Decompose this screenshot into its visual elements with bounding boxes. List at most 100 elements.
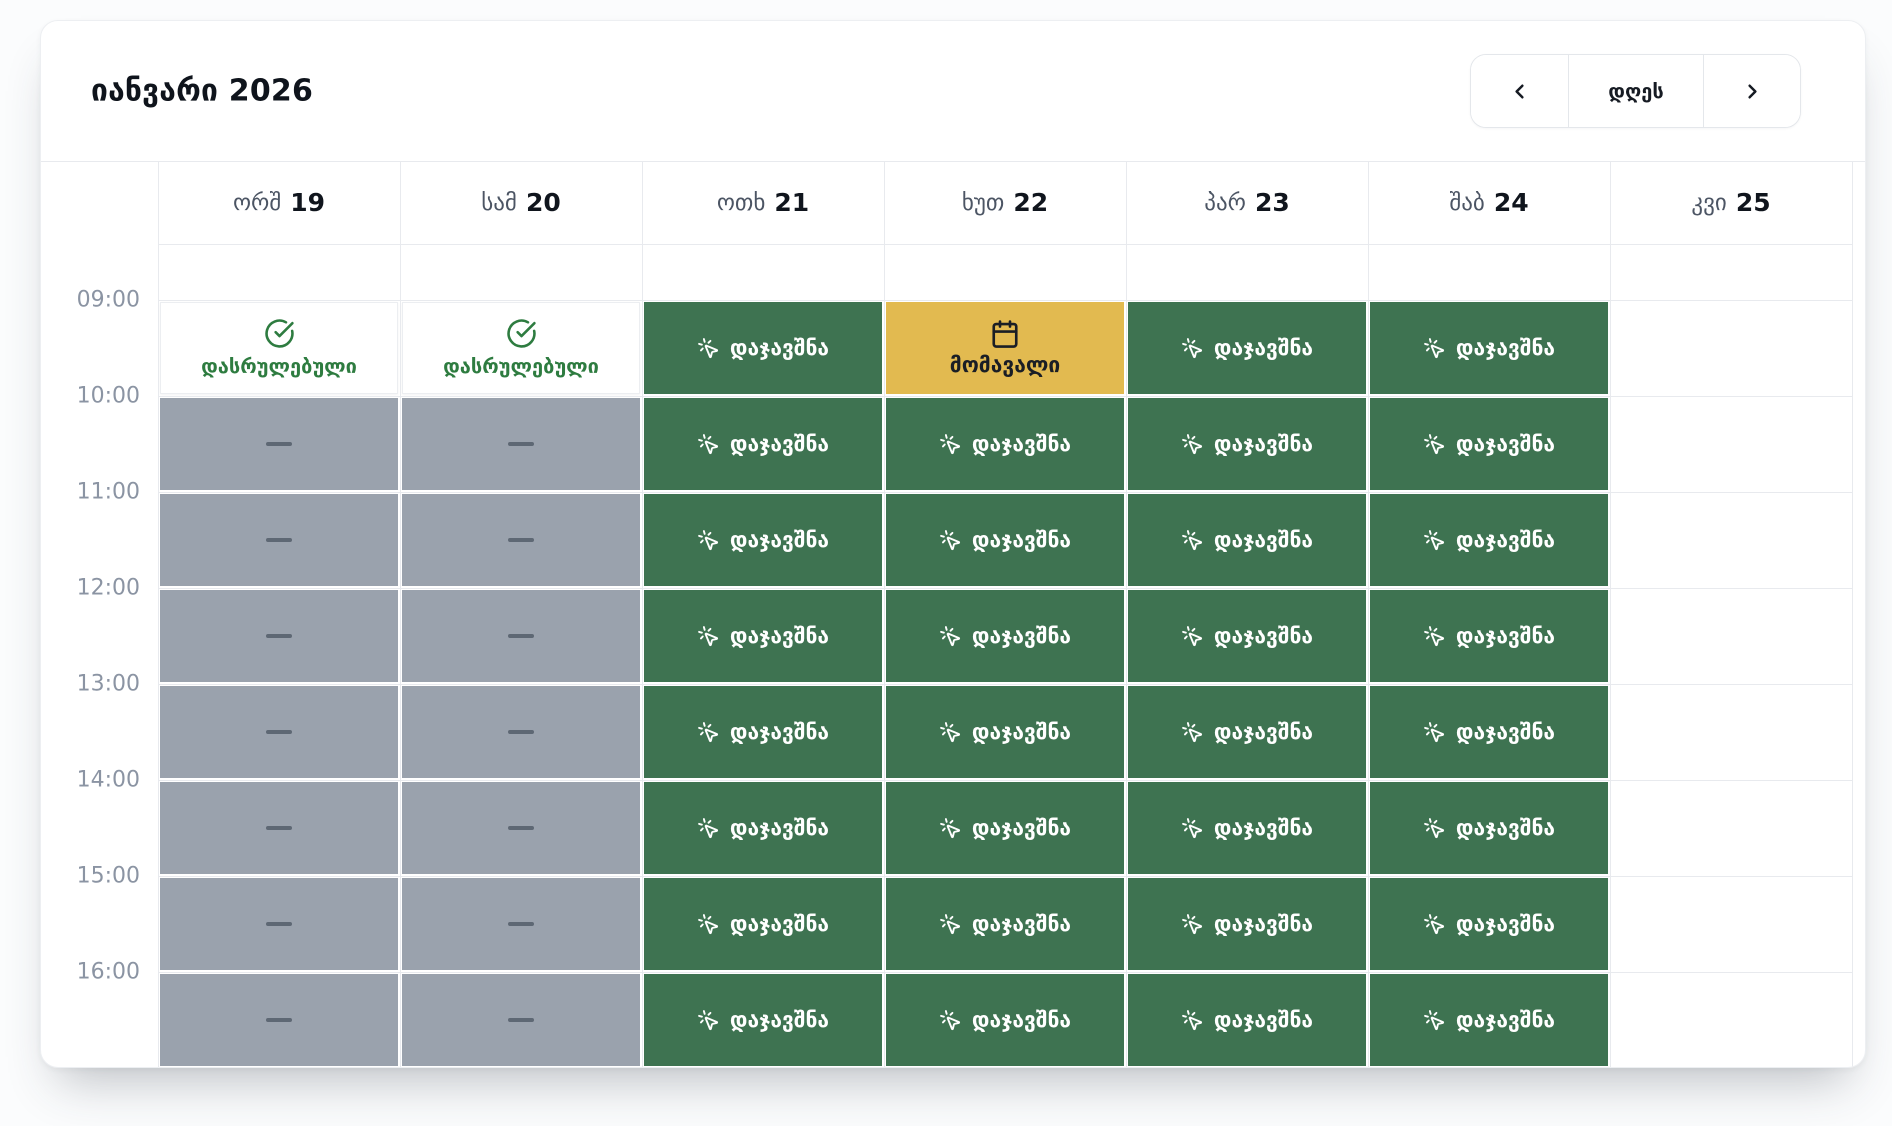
- booked-slot[interactable]: დაჯავშნა: [644, 494, 882, 586]
- today-button[interactable]: დღეს: [1568, 55, 1703, 127]
- header-divider: [41, 161, 1865, 162]
- booked-slot[interactable]: დაჯავშნა: [1128, 686, 1366, 778]
- booked-slot[interactable]: დაჯავშნა: [1370, 878, 1608, 970]
- upcoming-slot[interactable]: მომავალი: [886, 302, 1124, 394]
- booked-slot-label: დაჯავშნა: [1213, 912, 1314, 936]
- booked-slot[interactable]: დაჯავშნა: [644, 398, 882, 490]
- booked-slot[interactable]: დაჯავშნა: [1128, 782, 1366, 874]
- mouse-pointer-click-icon: [1181, 337, 1204, 360]
- circle-check-icon: [506, 318, 537, 349]
- hour-line: [158, 396, 1852, 397]
- booked-slot[interactable]: დაჯავშნა: [1370, 398, 1608, 490]
- booked-slot[interactable]: დაჯავშნა: [1370, 782, 1608, 874]
- mouse-pointer-click-icon: [697, 817, 720, 840]
- blocked-slot: [402, 398, 640, 490]
- booked-slot[interactable]: დაჯავშნა: [886, 974, 1124, 1066]
- booked-slot[interactable]: დაჯავშნა: [1128, 590, 1366, 682]
- blocked-slot: [160, 398, 398, 490]
- booked-slot-label: დაჯავშნა: [1213, 816, 1314, 840]
- day-abbr: კვი: [1691, 189, 1727, 216]
- booked-slot[interactable]: დაჯავშნა: [1370, 494, 1608, 586]
- time-label: 12:00: [76, 575, 140, 601]
- mouse-pointer-click-icon: [697, 433, 720, 456]
- day-header: კვი 25: [1610, 161, 1852, 244]
- booked-slot[interactable]: დაჯავშნა: [644, 590, 882, 682]
- prev-week-button[interactable]: [1471, 55, 1568, 127]
- page-title: იანვარი 2026: [91, 73, 314, 109]
- unavailable-dash: [508, 1018, 534, 1022]
- blocked-slot: [402, 974, 640, 1066]
- booked-slot[interactable]: დაჯავშნა: [886, 782, 1124, 874]
- booked-slot[interactable]: დაჯავშნა: [886, 590, 1124, 682]
- booked-slot[interactable]: დაჯავშნა: [886, 398, 1124, 490]
- upcoming-slot-label: მომავალი: [949, 353, 1061, 377]
- unavailable-dash: [508, 922, 534, 926]
- blocked-slot: [160, 686, 398, 778]
- booked-slot-label: დაჯავშნა: [1213, 336, 1314, 360]
- booked-slot[interactable]: დაჯავშნა: [644, 302, 882, 394]
- booked-slot[interactable]: დაჯავშნა: [644, 974, 882, 1066]
- booked-slot-label: დაჯავშნა: [1455, 336, 1556, 360]
- booked-slot[interactable]: დაჯავშნა: [886, 878, 1124, 970]
- completed-slot: დასრულებული: [160, 302, 398, 394]
- unavailable-dash: [508, 826, 534, 830]
- calendar-nav: დღეს: [1470, 54, 1801, 128]
- booked-slot-label: დაჯავშნა: [729, 528, 830, 552]
- blocked-slot: [402, 590, 640, 682]
- booked-slot[interactable]: დაჯავშნა: [886, 686, 1124, 778]
- column-line: [1610, 161, 1611, 1067]
- booked-slot[interactable]: დაჯავშნა: [644, 782, 882, 874]
- booked-slot-label: დაჯავშნა: [729, 432, 830, 456]
- day-abbr: ოთხ: [716, 189, 766, 216]
- booked-slot[interactable]: დაჯავშნა: [1370, 302, 1608, 394]
- mouse-pointer-click-icon: [697, 529, 720, 552]
- unavailable-dash: [266, 922, 292, 926]
- mouse-pointer-click-icon: [939, 913, 962, 936]
- booked-slot[interactable]: დაჯავშნა: [1128, 398, 1366, 490]
- booked-slot-label: დაჯავშნა: [971, 624, 1072, 648]
- booked-slot[interactable]: დაჯავშნა: [886, 494, 1124, 586]
- mouse-pointer-click-icon: [939, 625, 962, 648]
- booked-slot[interactable]: დაჯავშნა: [1370, 974, 1608, 1066]
- mouse-pointer-click-icon: [1423, 529, 1446, 552]
- blocked-slot: [160, 590, 398, 682]
- time-label: 16:00: [76, 959, 140, 985]
- mouse-pointer-click-icon: [1181, 433, 1204, 456]
- blocked-slot: [160, 974, 398, 1066]
- day-number: 23: [1254, 188, 1290, 217]
- booked-slot[interactable]: დაჯავშნა: [1128, 878, 1366, 970]
- day-header-divider: [158, 244, 1852, 245]
- day-header: ხუთ 22: [884, 161, 1126, 244]
- booked-slot-label: დაჯავშნა: [729, 1008, 830, 1032]
- booked-slot-label: დაჯავშნა: [1455, 1008, 1556, 1032]
- unavailable-dash: [266, 538, 292, 542]
- next-week-button[interactable]: [1703, 55, 1800, 127]
- column-line: [1126, 161, 1127, 1067]
- column-line: [158, 161, 159, 1067]
- day-number: 19: [290, 188, 326, 217]
- time-label: 10:00: [76, 383, 140, 409]
- booked-slot[interactable]: დაჯავშნა: [644, 686, 882, 778]
- mouse-pointer-click-icon: [1423, 913, 1446, 936]
- day-number: 22: [1013, 188, 1049, 217]
- day-number: 25: [1735, 188, 1771, 217]
- chevron-left-icon: [1508, 80, 1531, 103]
- booked-slot-label: დაჯავშნა: [971, 528, 1072, 552]
- day-header: სამ 20: [400, 161, 642, 244]
- booked-slot[interactable]: დაჯავშნა: [1370, 590, 1608, 682]
- booked-slot[interactable]: დაჯავშნა: [1128, 494, 1366, 586]
- week-grid: ორშ 19 სამ 20 ოთხ 21 ხუთ 22 პარ 23 შაბ 24 კვი 25 09:00…: [41, 21, 1865, 1067]
- booked-slot-label: დაჯავშნა: [1213, 1008, 1314, 1032]
- booked-slot[interactable]: დაჯავშნა: [1370, 686, 1608, 778]
- booked-slot[interactable]: დაჯავშნა: [644, 878, 882, 970]
- day-abbr: შაბ: [1449, 189, 1485, 216]
- time-label: 09:00: [76, 287, 140, 313]
- booked-slot-label: დაჯავშნა: [729, 720, 830, 744]
- unavailable-dash: [508, 730, 534, 734]
- blocked-slot: [402, 782, 640, 874]
- booked-slot[interactable]: დაჯავშნა: [1128, 302, 1366, 394]
- mouse-pointer-click-icon: [1181, 625, 1204, 648]
- mouse-pointer-click-icon: [1181, 817, 1204, 840]
- column-line: [642, 161, 643, 1067]
- booked-slot[interactable]: დაჯავშნა: [1128, 974, 1366, 1066]
